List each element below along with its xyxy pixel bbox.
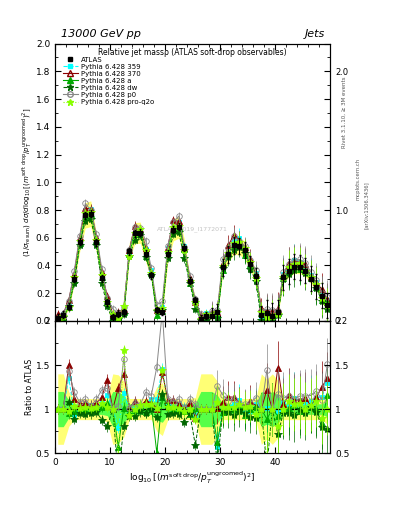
Y-axis label: Ratio to ATLAS: Ratio to ATLAS <box>26 359 35 415</box>
Text: Rivet 3.1.10, ≥ 3M events: Rivet 3.1.10, ≥ 3M events <box>342 77 347 148</box>
X-axis label: $\log_{10}[(m^{\rm soft\ drop}/p_T^{\rm ungroomed})^2]$: $\log_{10}[(m^{\rm soft\ drop}/p_T^{\rm … <box>129 470 256 486</box>
Text: [arXiv:1306.3436]: [arXiv:1306.3436] <box>364 181 369 229</box>
Text: Relative jet massρ (ATLAS soft-drop observables): Relative jet massρ (ATLAS soft-drop obse… <box>98 48 287 57</box>
Text: mcplots.cern.ch: mcplots.cern.ch <box>356 158 361 200</box>
Legend: ATLAS, Pythia 6.428 359, Pythia 6.428 370, Pythia 6.428 a, Pythia 6.428 dw, Pyth: ATLAS, Pythia 6.428 359, Pythia 6.428 37… <box>61 55 156 106</box>
Text: ATLAS_2019_I1772071: ATLAS_2019_I1772071 <box>157 227 228 232</box>
Text: 13000 GeV pp: 13000 GeV pp <box>61 29 141 39</box>
Y-axis label: $(1/\sigma_{\rm resum})\ d\sigma/d\log_{10}[(m^{\rm soft\ drop}/p_T^{\rm ungroom: $(1/\sigma_{\rm resum})\ d\sigma/d\log_{… <box>21 108 35 257</box>
Text: Jets: Jets <box>304 29 325 39</box>
